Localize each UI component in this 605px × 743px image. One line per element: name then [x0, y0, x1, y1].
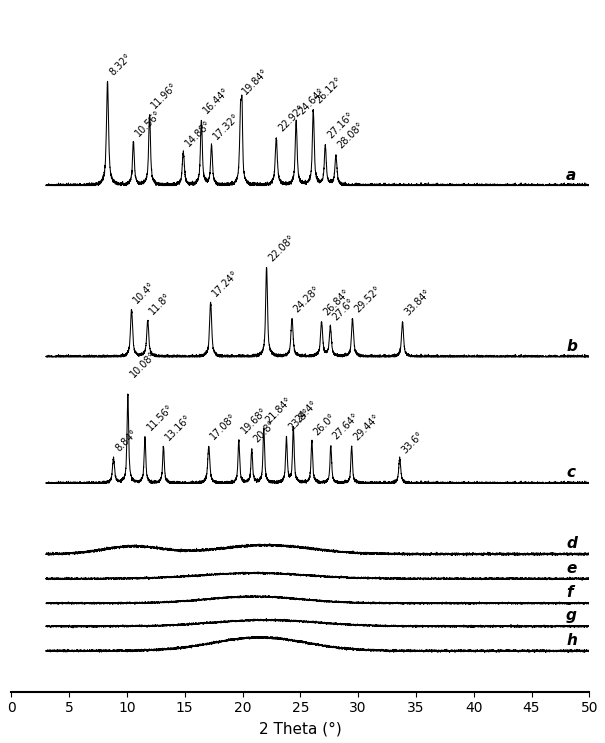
Text: 19.68°: 19.68°	[239, 406, 269, 435]
Text: b: b	[566, 339, 577, 354]
Text: 22.08°: 22.08°	[267, 233, 296, 263]
Text: 24.4°: 24.4°	[293, 398, 319, 424]
Text: 17.32°: 17.32°	[212, 111, 241, 141]
Text: 26.84°: 26.84°	[322, 288, 352, 318]
Text: 26.12°: 26.12°	[313, 75, 343, 105]
Text: 11.96°: 11.96°	[149, 80, 180, 110]
Text: h: h	[566, 633, 577, 648]
Text: 29.52°: 29.52°	[353, 284, 383, 314]
Text: 27.16°: 27.16°	[325, 111, 355, 141]
Text: 11.56°: 11.56°	[145, 403, 175, 432]
Text: 17.24°: 17.24°	[211, 268, 241, 298]
Text: 20.8°: 20.8°	[252, 418, 278, 444]
Text: 27.6°: 27.6°	[330, 297, 356, 322]
Text: 19.84°: 19.84°	[241, 67, 270, 97]
Text: 17.08°: 17.08°	[209, 412, 239, 442]
Text: 27.64°: 27.64°	[331, 412, 361, 441]
Text: 8.84°: 8.84°	[114, 427, 139, 453]
Text: 10.4°: 10.4°	[131, 280, 157, 305]
Text: 24.64°: 24.64°	[296, 87, 326, 117]
Text: 26.0°: 26.0°	[312, 412, 338, 438]
Text: 14.88°: 14.88°	[183, 118, 213, 148]
Text: 21.84°: 21.84°	[264, 395, 294, 425]
Text: c: c	[566, 465, 575, 481]
X-axis label: 2 Theta (°): 2 Theta (°)	[259, 721, 342, 736]
Text: 16.44°: 16.44°	[201, 86, 231, 116]
Text: 22.92°: 22.92°	[276, 103, 306, 133]
Text: 28.08°: 28.08°	[336, 120, 366, 150]
Text: 23.8°: 23.8°	[286, 406, 312, 432]
Text: e: e	[566, 561, 577, 576]
Text: d: d	[566, 536, 577, 551]
Text: 10.56°: 10.56°	[133, 108, 163, 138]
Text: 10.08°: 10.08°	[128, 349, 158, 379]
Text: a: a	[566, 168, 577, 183]
Text: f: f	[566, 585, 573, 600]
Text: 11.8°: 11.8°	[148, 291, 173, 317]
Text: 13.16°: 13.16°	[163, 412, 194, 442]
Text: 33.84°: 33.84°	[402, 288, 433, 317]
Text: g: g	[566, 609, 577, 623]
Text: 24.28°: 24.28°	[292, 284, 322, 314]
Text: 29.44°: 29.44°	[352, 412, 382, 442]
Text: 8.32°: 8.32°	[108, 52, 133, 77]
Text: 33.6°: 33.6°	[400, 429, 425, 455]
